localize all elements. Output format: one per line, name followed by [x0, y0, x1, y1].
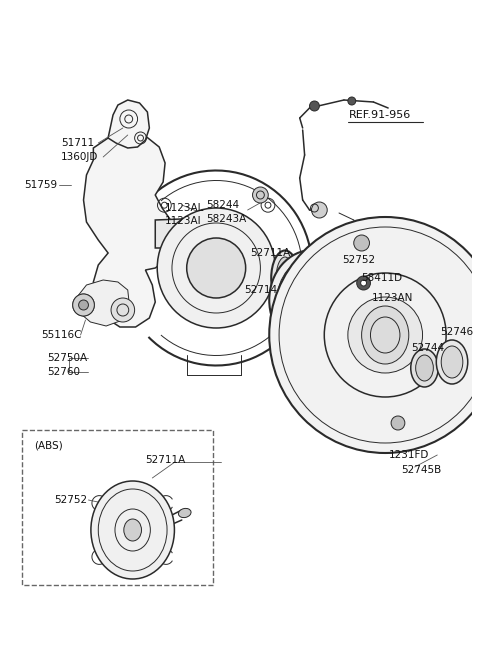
Bar: [22, 430, 213, 585]
Circle shape: [269, 217, 480, 453]
Text: 52746: 52746: [440, 327, 473, 337]
Text: 1360JD: 1360JD: [61, 152, 98, 162]
Circle shape: [354, 235, 370, 251]
Ellipse shape: [91, 481, 174, 579]
Text: 58411D: 58411D: [361, 273, 403, 283]
Circle shape: [310, 101, 319, 111]
Ellipse shape: [269, 250, 356, 350]
Polygon shape: [108, 100, 149, 148]
Circle shape: [360, 280, 367, 286]
Polygon shape: [79, 280, 130, 326]
Circle shape: [312, 202, 327, 218]
Text: REF.91-956: REF.91-956: [349, 110, 411, 120]
Text: 52745B: 52745B: [401, 465, 441, 475]
Circle shape: [348, 97, 356, 105]
Ellipse shape: [441, 346, 463, 378]
Text: 58244: 58244: [206, 200, 240, 210]
Circle shape: [348, 297, 422, 373]
Text: 52750A: 52750A: [47, 353, 87, 363]
Text: 1123AL: 1123AL: [165, 203, 204, 213]
Text: 1231FD: 1231FD: [389, 450, 430, 460]
Text: 51711: 51711: [61, 138, 94, 148]
Ellipse shape: [303, 288, 322, 312]
Ellipse shape: [411, 349, 438, 387]
Text: 55116C: 55116C: [41, 330, 82, 340]
Circle shape: [79, 300, 88, 310]
Text: 51759: 51759: [24, 180, 58, 190]
Ellipse shape: [124, 519, 142, 541]
Text: 52714: 52714: [244, 285, 277, 295]
Polygon shape: [84, 133, 175, 327]
Text: 1123AN: 1123AN: [372, 293, 413, 303]
Circle shape: [111, 298, 134, 322]
Text: 52760: 52760: [47, 367, 80, 377]
Ellipse shape: [207, 220, 221, 248]
Text: 52752: 52752: [342, 255, 375, 265]
Text: 52711A: 52711A: [251, 248, 291, 258]
Ellipse shape: [271, 250, 299, 305]
Text: 58243A: 58243A: [206, 214, 247, 224]
Ellipse shape: [365, 279, 378, 289]
Circle shape: [157, 208, 275, 328]
Circle shape: [391, 416, 405, 430]
Ellipse shape: [276, 257, 294, 299]
Ellipse shape: [436, 340, 468, 384]
Polygon shape: [155, 218, 214, 248]
Circle shape: [187, 238, 246, 298]
Text: 52752: 52752: [54, 495, 87, 505]
Ellipse shape: [72, 294, 95, 316]
Circle shape: [357, 276, 371, 290]
Text: 1123AI: 1123AI: [165, 216, 202, 226]
Text: 52711A: 52711A: [145, 455, 186, 465]
Circle shape: [72, 294, 95, 316]
Text: (ABS): (ABS): [35, 440, 63, 450]
Ellipse shape: [416, 355, 433, 381]
Text: 52744: 52744: [411, 343, 444, 353]
Ellipse shape: [179, 508, 191, 517]
Circle shape: [252, 187, 268, 203]
Ellipse shape: [361, 306, 409, 364]
